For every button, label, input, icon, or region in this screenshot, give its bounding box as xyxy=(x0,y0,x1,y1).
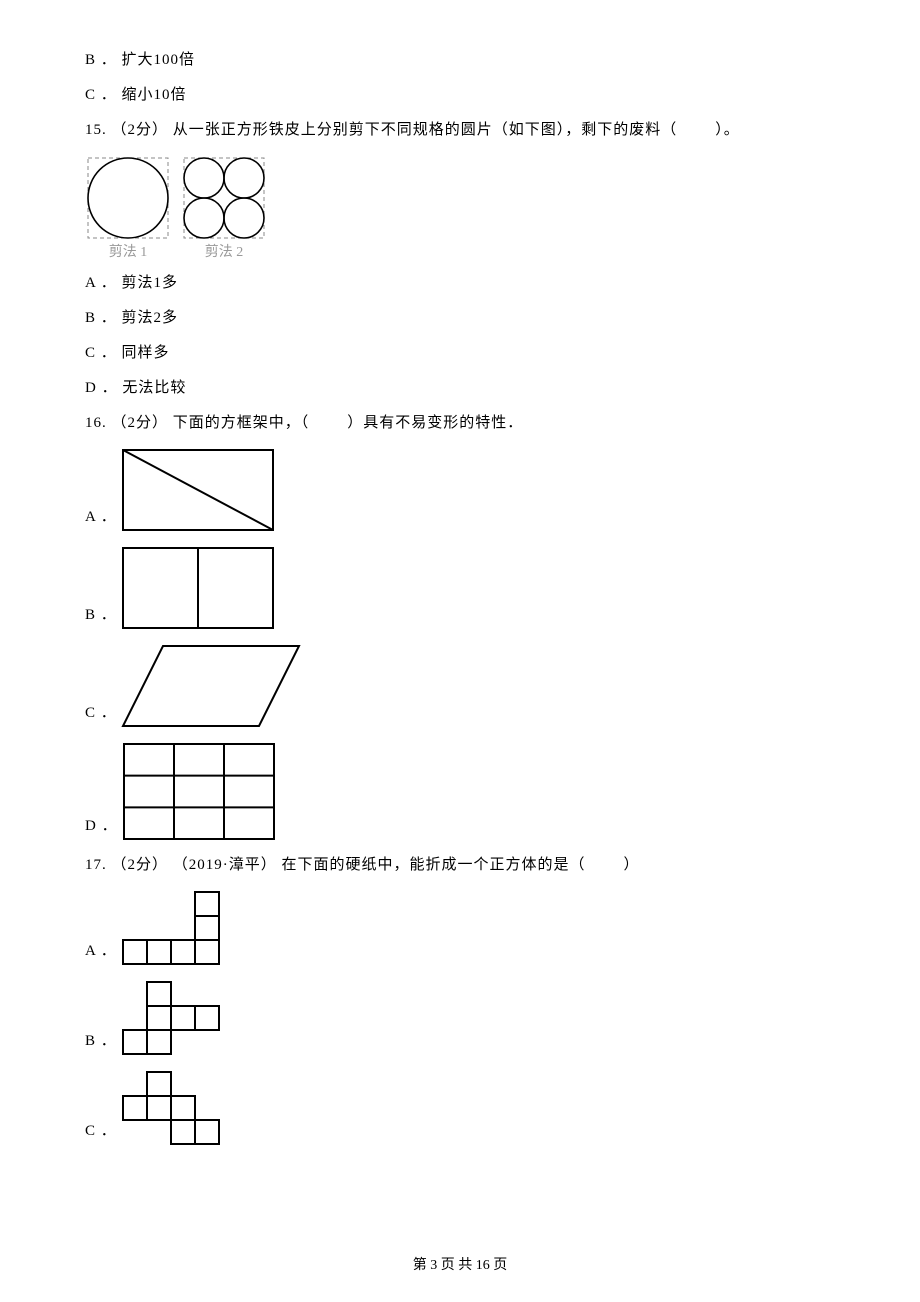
option-text: 扩大100倍 xyxy=(122,52,196,68)
option-letter: A ． xyxy=(85,941,117,966)
question-text-pre: 下面的方框架中，（ xyxy=(173,415,310,431)
q16-option-c: C ． xyxy=(85,644,835,728)
q15-figures: 剪法 1 剪法 2 xyxy=(85,155,835,263)
prev-option-b: B ． 扩大100倍 xyxy=(85,50,835,71)
q15-stem: 15. （2分） 从一张正方形铁皮上分别剪下不同规格的圆片（如下图），剩下的废料… xyxy=(85,120,835,141)
q17-stem: 17. （2分） （2019·漳平） 在下面的硬纸中，能折成一个正方体的是（ ） xyxy=(85,855,835,876)
q16-stem: 16. （2分） 下面的方框架中，（ ）具有不易变形的特性． xyxy=(85,413,835,434)
option-text: 缩小10倍 xyxy=(122,87,187,103)
question-number: 16. xyxy=(85,415,107,431)
q17-net-b xyxy=(121,980,221,1056)
question-text: 从一张正方形铁皮上分别剪下不同规格的圆片（如下图），剩下的废料（ xyxy=(173,122,678,138)
option-letter: C ． xyxy=(85,1121,117,1146)
q15-fig2: 剪法 2 xyxy=(181,155,267,263)
q16-shape-b xyxy=(121,546,275,630)
option-letter: D ． xyxy=(85,816,118,841)
option-letter: B ． xyxy=(85,52,122,68)
q15-option-b: B ． 剪法2多 xyxy=(85,308,835,329)
option-letter: C ． xyxy=(85,87,122,103)
q15-option-c: C ． 同样多 xyxy=(85,343,835,364)
question-text-pre: 在下面的硬纸中，能折成一个正方体的是（ xyxy=(282,857,586,873)
q16-shape-a xyxy=(121,448,275,532)
question-points: （2分） xyxy=(112,857,169,873)
q17-option-b: B ． xyxy=(85,980,835,1056)
option-text: 剪法1多 xyxy=(122,275,179,291)
option-text: 同样多 xyxy=(122,345,170,361)
q16-option-b: B ． xyxy=(85,546,835,630)
option-letter: C ． xyxy=(85,345,122,361)
footer-text: 第 3 页 共 16 页 xyxy=(413,1258,508,1273)
q16-shape-c xyxy=(121,644,301,728)
q15-fig2-svg xyxy=(181,155,267,241)
question-text-end: ）。 xyxy=(715,122,740,138)
q17-net-a xyxy=(121,890,221,966)
option-text: 无法比较 xyxy=(122,380,186,396)
question-number: 17. xyxy=(85,857,107,873)
question-number: 15. xyxy=(85,122,107,138)
question-source: （2019·漳平） xyxy=(173,857,277,873)
q17-net-c xyxy=(121,1070,221,1146)
prev-option-c: C ． 缩小10倍 xyxy=(85,85,835,106)
question-points: （2分） xyxy=(112,415,169,431)
q16-option-d: D ． xyxy=(85,742,835,841)
q16-shape-d xyxy=(122,742,276,841)
q17-option-a: A ． xyxy=(85,890,835,966)
question-points: （2分） xyxy=(112,122,169,138)
q15-fig1: 剪法 1 xyxy=(85,155,171,263)
q15-option-d: D ． 无法比较 xyxy=(85,378,835,399)
q15-fig1-label: 剪法 1 xyxy=(85,243,171,263)
page: B ． 扩大100倍 C ． 缩小10倍 15. （2分） 从一张正方形铁皮上分… xyxy=(0,0,920,1302)
option-text: 剪法2多 xyxy=(122,310,179,326)
q15-fig1-svg xyxy=(85,155,171,241)
option-letter: B ． xyxy=(85,1031,117,1056)
question-text-post: ） xyxy=(624,857,640,873)
question-text-post: ）具有不易变形的特性． xyxy=(347,415,523,431)
page-footer: 第 3 页 共 16 页 xyxy=(0,1256,920,1276)
q15-option-a: A ． 剪法1多 xyxy=(85,273,835,294)
option-letter: C ． xyxy=(85,703,117,728)
option-letter: D ． xyxy=(85,380,122,396)
option-letter: B ． xyxy=(85,605,117,630)
option-letter: A ． xyxy=(85,275,122,291)
q16-option-a: A ． xyxy=(85,448,835,532)
option-letter: B ． xyxy=(85,310,122,326)
q15-fig2-label: 剪法 2 xyxy=(181,243,267,263)
option-letter: A ． xyxy=(85,507,117,532)
q17-option-c: C ． xyxy=(85,1070,835,1146)
